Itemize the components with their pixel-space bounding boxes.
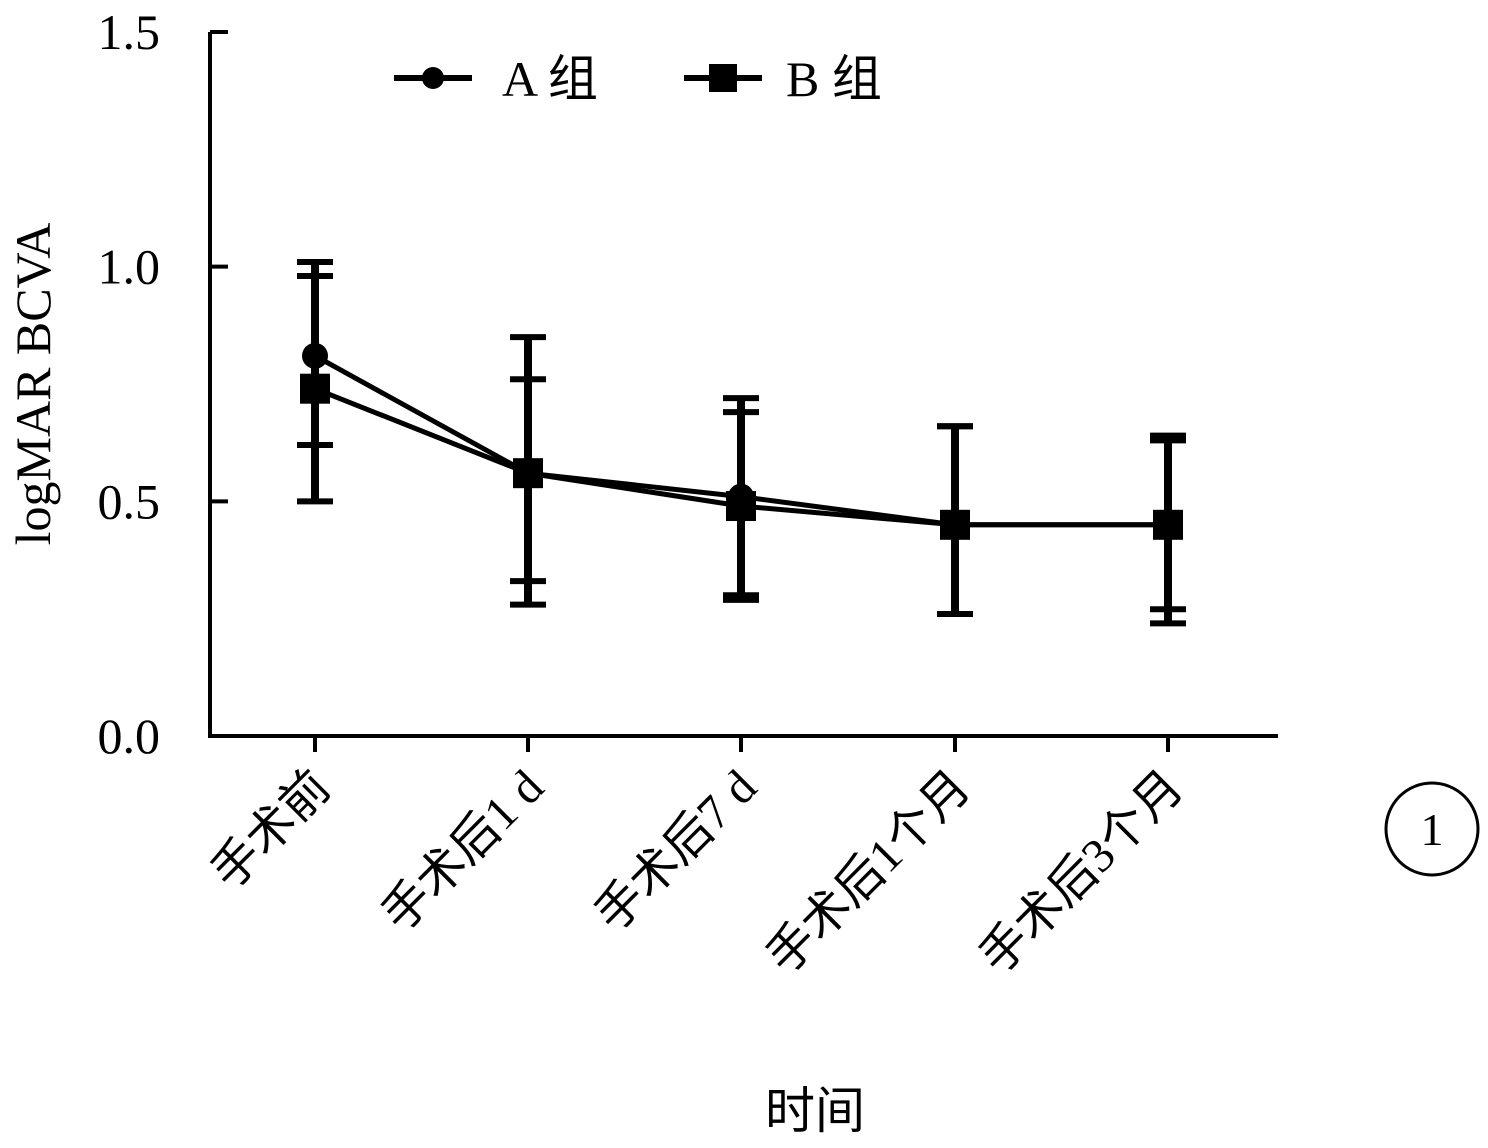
x-tick-label: 手术前 bbox=[201, 760, 340, 899]
y-tick-label: 1.5 bbox=[98, 4, 161, 60]
legend-label-b: B 组 bbox=[786, 51, 882, 107]
panel-number: 1 bbox=[1384, 781, 1480, 877]
x-tick-label: 手术后7 d bbox=[585, 760, 767, 942]
y-tick-label: 0.0 bbox=[98, 708, 161, 764]
panel-number-circle bbox=[1384, 781, 1480, 877]
legend-item-b: B 组 bbox=[684, 51, 882, 107]
legend-marker-square bbox=[709, 64, 737, 92]
y-tick-label: 0.5 bbox=[98, 473, 161, 529]
legend-label-a: A 组 bbox=[502, 51, 598, 107]
legend: A 组 B 组 bbox=[394, 51, 882, 107]
series-b bbox=[297, 273, 1186, 627]
legend-marker-circle bbox=[422, 67, 444, 89]
data-point-square bbox=[726, 491, 756, 522]
series-layer bbox=[297, 258, 1186, 627]
y-ticks: 0.0 0.5 1.0 1.5 bbox=[98, 4, 228, 764]
x-tick-label: 手术后1个月 bbox=[757, 760, 981, 984]
data-point-square bbox=[1153, 509, 1183, 540]
data-point-square bbox=[940, 509, 970, 540]
x-tick-label: 手术后1 d bbox=[372, 760, 554, 942]
y-tick-label: 1.0 bbox=[98, 239, 161, 295]
data-point-square bbox=[513, 458, 543, 489]
y-axis-title: logMAR BCVA bbox=[5, 223, 61, 546]
x-tick-label: 手术后3个月 bbox=[970, 760, 1194, 984]
legend-item-a: A 组 bbox=[394, 51, 598, 107]
panel-number-text: 1 bbox=[1421, 804, 1444, 855]
data-point-square bbox=[300, 373, 330, 404]
x-axis-title: 时间 bbox=[765, 1083, 865, 1139]
